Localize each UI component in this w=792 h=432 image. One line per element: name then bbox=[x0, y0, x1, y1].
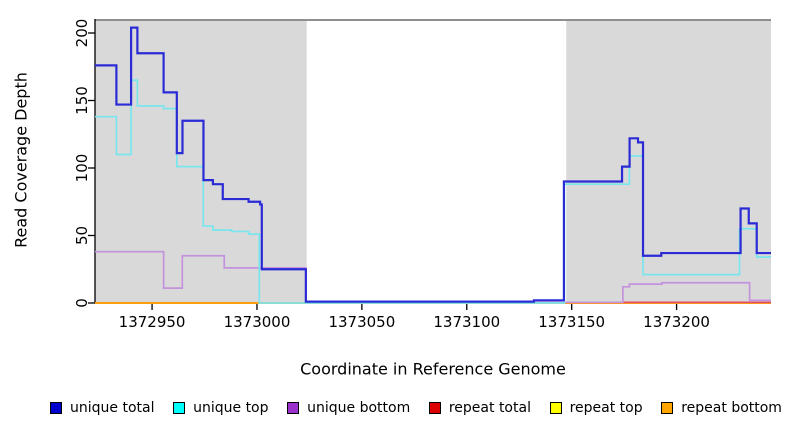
x-tick-label: 1372950 bbox=[119, 313, 186, 331]
legend-item-unique-total: unique total bbox=[50, 400, 154, 416]
y-axis-title: Read Coverage Depth bbox=[11, 72, 31, 248]
y-tick-label: 100 bbox=[73, 154, 91, 183]
x-tick-label: 1373200 bbox=[643, 313, 710, 331]
legend-item-unique-bottom: unique bottom bbox=[287, 400, 410, 416]
shaded-region bbox=[566, 21, 771, 303]
legend-swatch-repeat-total bbox=[428, 402, 441, 414]
legend-label: unique top bbox=[193, 400, 269, 416]
legend-label: unique bottom bbox=[307, 400, 411, 416]
x-tick-label: 1373050 bbox=[328, 313, 395, 331]
series-line-unique-total bbox=[95, 26, 771, 303]
y-tick-label: 150 bbox=[73, 86, 91, 115]
legend: unique total unique top unique bottom repea… bbox=[50, 400, 782, 416]
legend-item-repeat-top: repeat top bbox=[549, 400, 643, 416]
legend-swatch-unique-bottom bbox=[287, 402, 300, 414]
legend-swatch-repeat-top bbox=[549, 402, 562, 414]
legend-swatch-unique-top bbox=[173, 402, 186, 414]
legend-item-repeat-total: repeat total bbox=[428, 400, 531, 416]
x-tick-label: 1373150 bbox=[538, 313, 605, 331]
legend-item-repeat-bottom: repeat bottom bbox=[661, 400, 782, 416]
legend-label: repeat total bbox=[448, 400, 531, 416]
y-tick-label: 0 bbox=[73, 298, 91, 308]
legend-swatch-repeat-bottom bbox=[661, 402, 674, 414]
legend-label: repeat bottom bbox=[681, 400, 782, 416]
legend-item-unique-top: unique top bbox=[173, 400, 269, 416]
legend-label: unique total bbox=[70, 400, 155, 416]
x-tick-label: 1373000 bbox=[224, 313, 291, 331]
y-tick-label: 200 bbox=[73, 19, 91, 48]
x-tick-label: 1373100 bbox=[433, 313, 500, 331]
x-axis-title: Coordinate in Reference Genome bbox=[300, 359, 566, 379]
legend-label: repeat top bbox=[569, 400, 643, 416]
shaded-region bbox=[95, 21, 307, 303]
legend-swatch-unique-total bbox=[50, 402, 62, 414]
y-tick-label: 50 bbox=[73, 226, 91, 245]
